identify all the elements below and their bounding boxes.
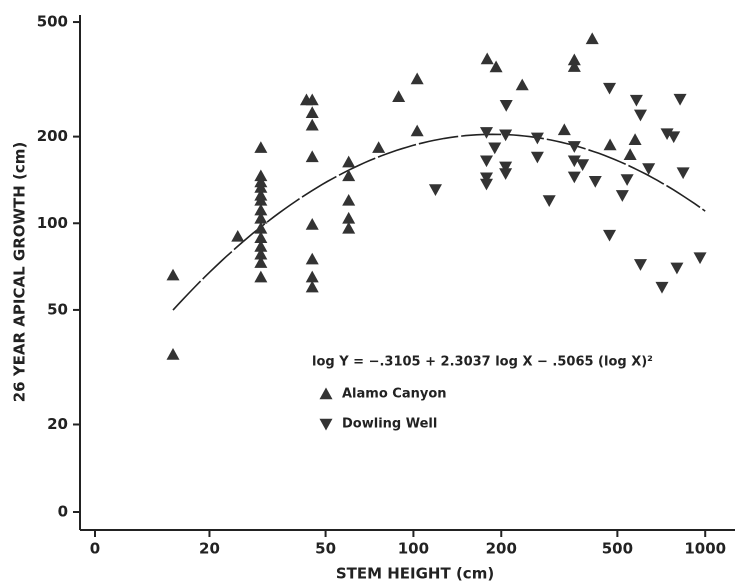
point (633, 109, 647, 122)
point (342, 221, 356, 234)
point (629, 94, 643, 107)
point (567, 155, 581, 168)
point (254, 256, 268, 268)
point (588, 175, 602, 188)
point (499, 129, 513, 142)
point (231, 229, 245, 242)
x-tick-label: 0 (90, 540, 100, 558)
point (642, 163, 656, 175)
point (693, 252, 707, 265)
point (667, 131, 681, 144)
point (480, 52, 494, 65)
point (410, 124, 424, 137)
y-tick-label: 200 (37, 127, 68, 145)
point (305, 252, 319, 265)
point (567, 171, 581, 184)
legend-label: Dowling Well (342, 417, 437, 432)
point (342, 193, 356, 206)
point (305, 118, 319, 131)
point (254, 231, 268, 244)
point (254, 270, 268, 283)
point (254, 203, 268, 216)
legend-marker (319, 387, 333, 400)
point (603, 138, 617, 151)
point (530, 151, 544, 164)
point (515, 78, 529, 91)
y-tick-label: 100 (37, 214, 68, 232)
point (342, 155, 356, 168)
point (410, 72, 424, 85)
point (342, 169, 356, 182)
point (499, 168, 513, 180)
point (479, 172, 493, 185)
point (633, 259, 647, 271)
x-tick-label: 1000 (684, 540, 726, 558)
point (620, 174, 634, 186)
point (479, 155, 493, 168)
y-tick-label: 0 (58, 503, 68, 521)
point (585, 32, 599, 45)
point (254, 193, 268, 206)
y-tick-label: 500 (37, 13, 68, 31)
x-tick-label: 500 (602, 540, 633, 558)
fit-equation: log Y = −.3105 + 2.3037 log X − .5065 (l… (312, 355, 653, 370)
y-tick-label: 20 (47, 415, 68, 433)
point (488, 142, 502, 155)
point (479, 127, 493, 139)
point (623, 148, 637, 160)
point (428, 184, 442, 197)
point (479, 178, 493, 191)
x-tick-label: 200 (486, 540, 517, 558)
point (254, 141, 268, 153)
point (305, 280, 319, 293)
point (567, 53, 581, 66)
point (166, 348, 180, 360)
point (530, 132, 544, 145)
point (542, 195, 556, 207)
point (342, 211, 356, 224)
point (557, 123, 571, 136)
point (655, 281, 669, 294)
point (567, 141, 581, 153)
point (576, 159, 590, 172)
legend-label: Alamo Canyon (342, 387, 447, 402)
point (305, 150, 319, 163)
x-tick-label: 50 (315, 540, 336, 558)
point (305, 93, 319, 106)
point (254, 211, 268, 224)
point (615, 190, 629, 202)
point (305, 218, 319, 230)
point (670, 262, 684, 275)
point (254, 181, 268, 193)
point (489, 60, 503, 73)
point (676, 167, 690, 180)
x-tick-label: 20 (199, 540, 220, 558)
point (567, 60, 581, 72)
y-tick-label: 50 (47, 300, 68, 318)
point (603, 229, 617, 242)
legend-marker (319, 418, 333, 431)
point (673, 93, 687, 106)
point (628, 133, 642, 145)
x-tick-label: 100 (398, 540, 429, 558)
fit-curve (172, 133, 706, 311)
point (499, 161, 513, 174)
point (603, 82, 617, 95)
point (305, 106, 319, 118)
point (254, 240, 268, 252)
point (254, 169, 268, 182)
point (499, 100, 513, 112)
point (660, 128, 674, 141)
point (254, 247, 268, 260)
point (305, 270, 319, 283)
x-axis-label: STEM HEIGHT (cm) (336, 565, 494, 583)
point (166, 268, 180, 281)
y-axis-label: 26 YEAR APICAL GROWTH (cm) (11, 142, 29, 403)
point (392, 90, 406, 102)
point (254, 221, 268, 234)
point (372, 141, 386, 153)
